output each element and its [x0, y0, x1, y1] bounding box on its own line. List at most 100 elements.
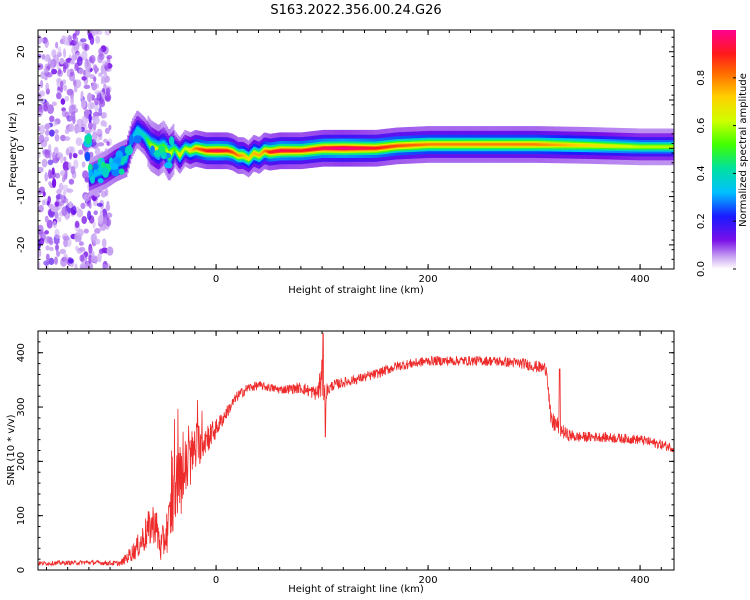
ridge-cell	[555, 143, 558, 146]
ridge-cell	[462, 143, 465, 146]
ridge-cell	[549, 143, 551, 146]
onset-blob	[116, 157, 122, 165]
noise-speckle	[54, 172, 61, 179]
ridge-cell	[583, 144, 586, 147]
ridge-cell	[600, 144, 602, 147]
noise-speckle	[73, 84, 78, 93]
ridge-cell	[498, 143, 501, 146]
noise-speckle	[89, 74, 96, 80]
y-tick-label: 20	[16, 45, 27, 58]
ridge-cell	[473, 143, 475, 146]
ridge-cell	[405, 144, 408, 147]
figure-title: S163.2022.356.00.24.G26	[270, 3, 441, 18]
ridge-cell	[217, 149, 219, 152]
ridge-cell	[251, 153, 254, 156]
ridge-cell	[99, 170, 101, 175]
ridge-cell	[364, 147, 367, 150]
ridge-cell	[508, 143, 511, 146]
noise-speckle	[44, 54, 51, 63]
ridge-cell	[345, 147, 348, 150]
noise-speckle	[81, 76, 87, 81]
y-tick-label: 10	[16, 94, 27, 107]
noise-speckle	[84, 177, 91, 183]
ridge-cell	[339, 147, 342, 150]
ridge-cell	[389, 145, 391, 148]
ridge-cell	[592, 144, 595, 147]
noise-speckle	[73, 80, 77, 87]
ridge-cell	[378, 146, 381, 150]
ridge-cell	[381, 146, 383, 149]
ridge-cell	[658, 145, 661, 148]
noise-speckle	[63, 35, 68, 46]
noise-speckle	[83, 193, 90, 202]
noise-speckle	[60, 153, 64, 164]
noise-speckle	[59, 248, 67, 255]
noise-speckle	[45, 129, 50, 136]
noise-speckle	[44, 149, 50, 159]
ridge-cell	[241, 154, 244, 157]
colorbar-tick-label: 0.2	[696, 213, 707, 229]
ridge-cell	[193, 147, 195, 151]
ridge-cell	[623, 145, 625, 148]
ridge-cell	[96, 172, 99, 176]
ridge-cell	[502, 143, 504, 146]
ridge-cell	[247, 157, 250, 161]
ridge-cell	[356, 147, 358, 150]
ridge-cell	[170, 151, 172, 155]
ridge-cell	[534, 143, 536, 146]
noise-speckle	[93, 210, 98, 216]
ridge-cell	[537, 143, 540, 146]
ridge-cell	[165, 148, 167, 152]
noise-speckle	[57, 46, 62, 56]
ridge-cell	[315, 147, 317, 151]
noise-speckle	[78, 149, 84, 155]
ridge-cell	[506, 143, 508, 146]
ridge-cell	[515, 143, 517, 146]
ridge-cell	[415, 143, 418, 147]
ridge-cell	[476, 143, 479, 146]
ridge-cell	[350, 147, 353, 150]
noise-speckle	[81, 216, 87, 224]
ridge-cell	[253, 152, 255, 155]
ridge-cell	[517, 143, 520, 146]
ridge-cell	[668, 145, 671, 148]
noise-speckle	[103, 121, 108, 128]
ridge-cell	[334, 147, 336, 150]
ridge-cell	[507, 143, 509, 146]
ridge-cell	[227, 149, 230, 153]
ridge-cell	[442, 143, 445, 146]
ridge-cell	[277, 149, 279, 153]
ridge-cell	[620, 145, 623, 148]
ridge-cell	[249, 156, 251, 159]
ridge-cell	[319, 147, 321, 150]
ridge-cell	[567, 143, 569, 147]
ridge-cell	[406, 144, 409, 147]
noise-speckle	[42, 191, 46, 197]
ridge-cell	[137, 127, 139, 132]
noise-speckle	[98, 72, 103, 77]
onset-blob	[97, 177, 104, 184]
noise-speckle	[38, 166, 44, 173]
ridge-cell	[191, 148, 194, 151]
ridge-cell	[260, 152, 263, 155]
noise-speckle	[66, 188, 71, 193]
ridge-cell	[372, 147, 375, 150]
noise-speckle	[56, 61, 60, 70]
noise-speckle	[60, 98, 66, 105]
noise-speckle	[39, 237, 45, 245]
ridge-cell	[292, 149, 294, 152]
ridge-cell	[209, 149, 212, 152]
noise-speckle	[95, 35, 101, 44]
ridge-cell	[565, 143, 568, 147]
ridge-cell	[569, 143, 572, 147]
noise-speckle	[76, 247, 83, 254]
ridge-cell	[228, 150, 231, 153]
x-tick-label: 200	[419, 575, 438, 586]
ridge-cell	[427, 143, 429, 146]
noise-speckle	[67, 237, 72, 248]
ridge-cell	[259, 153, 261, 156]
ridge-cell	[198, 147, 200, 151]
ridge-cell	[314, 148, 316, 151]
ridge-cell	[480, 143, 483, 146]
noise-speckle	[75, 52, 81, 58]
